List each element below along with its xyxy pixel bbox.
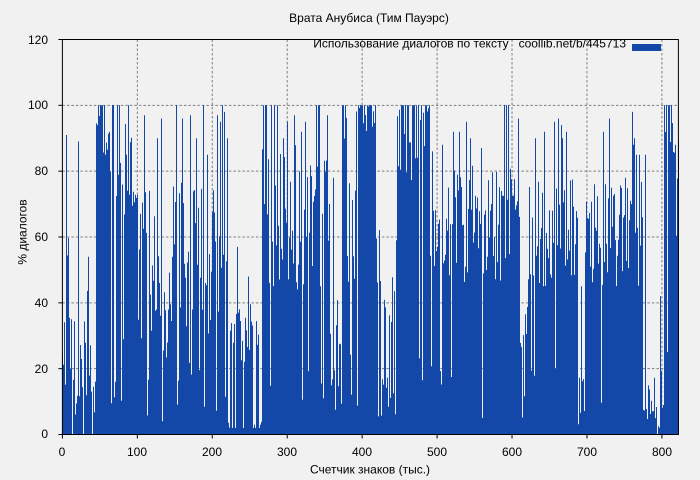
svg-text:40: 40 [35,296,49,310]
svg-text:100: 100 [127,445,147,459]
svg-text:20: 20 [35,362,49,376]
svg-text:0: 0 [59,445,66,459]
svg-text:100: 100 [28,98,48,112]
svg-text:% диалогов: % диалогов [16,199,30,264]
svg-text:Использование диалогов по текс: Использование диалогов по тексту coollib… [313,37,626,51]
svg-text:600: 600 [502,445,522,459]
svg-text:Врата Анубиса (Тим Пауэрс): Врата Анубиса (Тим Пауэрс) [289,11,449,25]
svg-text:0: 0 [41,427,48,441]
svg-text:700: 700 [577,445,597,459]
svg-text:120: 120 [28,33,48,47]
svg-text:60: 60 [35,230,49,244]
svg-text:200: 200 [202,445,222,459]
svg-text:80: 80 [35,164,49,178]
svg-text:400: 400 [352,445,372,459]
svg-text:Счетчик знаков (тыс.): Счетчик знаков (тыс.) [310,463,430,477]
svg-text:800: 800 [652,445,672,459]
svg-text:300: 300 [277,445,297,459]
svg-text:500: 500 [427,445,447,459]
